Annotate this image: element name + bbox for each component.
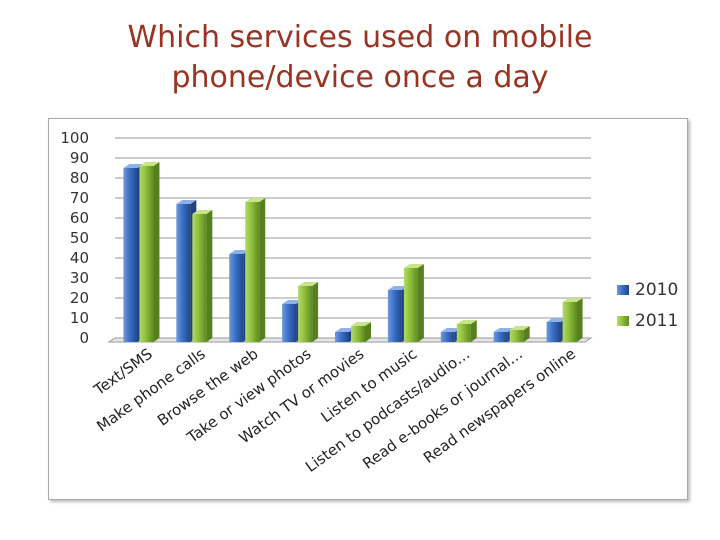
- bar-side: [417, 264, 424, 342]
- bar-front: [509, 330, 524, 342]
- chart-title: Which services used on mobile phone/devi…: [0, 18, 720, 98]
- bar-top: [245, 198, 266, 202]
- bar-front: [245, 202, 260, 342]
- bar-top: [546, 318, 567, 322]
- y-tick-label: 30: [70, 269, 89, 287]
- bar-front: [546, 322, 561, 342]
- bar-side: [365, 322, 371, 342]
- bar-front: [387, 290, 402, 342]
- bar-side: [523, 326, 530, 342]
- bar-top: [509, 326, 530, 330]
- y-tick-label: 100: [60, 129, 89, 147]
- bar-top: [493, 328, 514, 332]
- bar-front: [493, 332, 508, 342]
- bar-side: [576, 298, 583, 342]
- bar-top: [562, 298, 583, 302]
- chart-title-line-2: phone/device once a day: [171, 60, 549, 95]
- chart-frame: 0 10 20 30 40 50 60 70 80 90 100 Text/SMS Make phon…: [48, 118, 688, 500]
- y-tick-label: 0: [79, 329, 89, 347]
- bar-front: [298, 286, 313, 342]
- bar-front: [139, 166, 154, 342]
- bar-top: [456, 320, 477, 324]
- bar-2011-5: [403, 264, 424, 342]
- bar-2011-3: [298, 282, 319, 342]
- y-tick-label: 50: [70, 229, 89, 247]
- bar-side: [312, 282, 319, 342]
- y-tick-label: 60: [70, 209, 89, 227]
- bar-side: [153, 162, 160, 342]
- bar-2011-7: [509, 326, 530, 342]
- bar-front: [562, 302, 577, 342]
- bar-front: [351, 326, 365, 342]
- y-tick-label: 10: [70, 309, 89, 327]
- legend-label: 2010: [635, 280, 678, 300]
- bar-top: [123, 164, 144, 168]
- bar-side: [259, 198, 266, 342]
- bar-2011-1: [192, 210, 213, 342]
- y-tick-label: 40: [70, 249, 89, 267]
- bar-top: [139, 162, 160, 166]
- bar-top: [403, 264, 424, 268]
- bar-front: [440, 332, 455, 342]
- legend-swatch-2010: [617, 285, 629, 295]
- bar-2011-0: [139, 162, 160, 342]
- bar-side: [470, 320, 477, 342]
- bar-top: [229, 250, 250, 254]
- bar-front: [403, 268, 418, 342]
- legend-label: 2011: [635, 311, 678, 331]
- bar-top: [282, 300, 303, 304]
- bar-front: [335, 332, 349, 342]
- bar-front: [456, 324, 471, 342]
- bar-top: [387, 286, 408, 290]
- bar-top: [335, 328, 355, 332]
- bar-2011-4: [351, 322, 371, 342]
- bar-2011-6: [456, 320, 477, 342]
- y-tick-label: 90: [70, 149, 89, 167]
- bar-top: [351, 322, 371, 326]
- chart-title-line-1: Which services used on mobile: [127, 20, 593, 55]
- y-tick-label: 20: [70, 289, 89, 307]
- bar-front: [229, 254, 244, 342]
- bar-side: [206, 210, 213, 342]
- y-tick-label: 70: [70, 189, 89, 207]
- bar-front: [176, 204, 191, 342]
- bar-top: [192, 210, 213, 214]
- bar-top: [298, 282, 319, 286]
- bar-top: [440, 328, 461, 332]
- bar-front: [192, 214, 207, 342]
- bar-2011-2: [245, 198, 266, 342]
- bar-2011-8: [562, 298, 583, 342]
- bar-front: [282, 304, 297, 342]
- bar-front: [123, 168, 138, 342]
- y-tick-label: 80: [70, 169, 89, 187]
- bar-top: [176, 200, 197, 204]
- legend-swatch-2011: [617, 316, 629, 326]
